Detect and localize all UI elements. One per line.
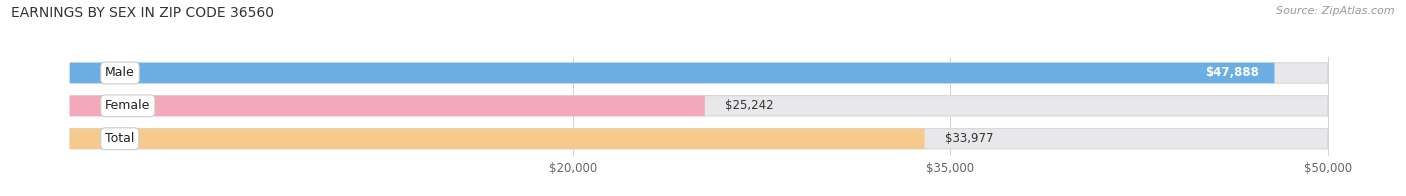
Text: Source: ZipAtlas.com: Source: ZipAtlas.com xyxy=(1277,6,1395,16)
Text: $33,977: $33,977 xyxy=(945,132,993,145)
FancyBboxPatch shape xyxy=(70,96,704,116)
Text: $25,242: $25,242 xyxy=(725,99,773,112)
FancyBboxPatch shape xyxy=(70,129,925,149)
Text: EARNINGS BY SEX IN ZIP CODE 36560: EARNINGS BY SEX IN ZIP CODE 36560 xyxy=(11,6,274,20)
Text: Total: Total xyxy=(105,132,135,145)
FancyBboxPatch shape xyxy=(70,63,1274,83)
FancyBboxPatch shape xyxy=(70,129,1327,149)
FancyBboxPatch shape xyxy=(70,63,1327,83)
FancyBboxPatch shape xyxy=(70,96,1327,116)
Text: Female: Female xyxy=(105,99,150,112)
Text: $47,888: $47,888 xyxy=(1205,66,1260,79)
Text: Male: Male xyxy=(105,66,135,79)
